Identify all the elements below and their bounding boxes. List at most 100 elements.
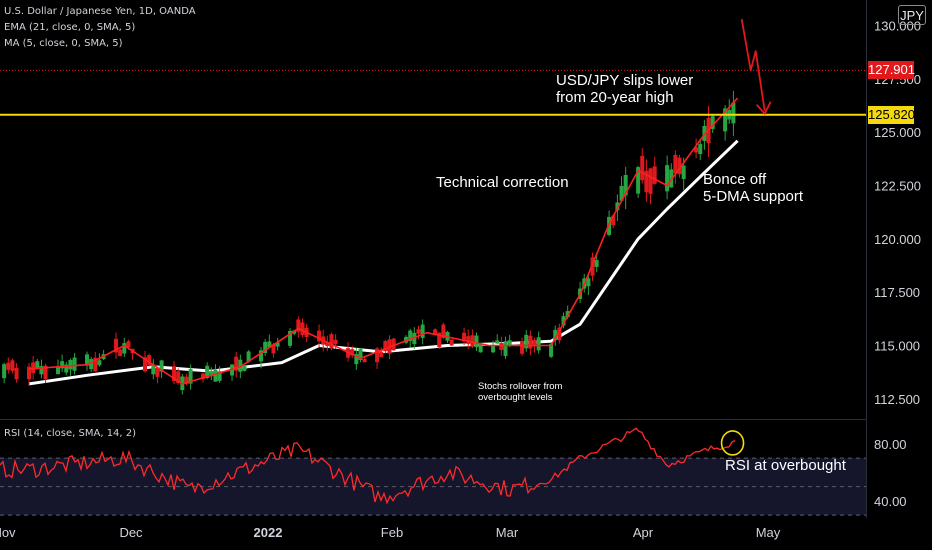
candle-body (723, 108, 728, 132)
candle-body (60, 361, 65, 369)
candle-body (520, 341, 525, 354)
candle-body (594, 260, 599, 267)
candle-body (213, 369, 218, 382)
candle-body (209, 371, 214, 377)
ema-21-line (28, 139, 739, 386)
legend-rsi[interactable]: RSI (14, close, SMA, 14, 2) (4, 428, 137, 439)
candle-body (85, 354, 90, 366)
candle-body (114, 338, 119, 353)
candle-body (263, 341, 268, 354)
candle-body (184, 376, 189, 384)
candle-body (710, 116, 715, 129)
candle-body (159, 360, 164, 372)
annotation-correction: Technical correction (436, 174, 569, 191)
time-tick-label: Mar (496, 525, 519, 540)
candle-body (391, 338, 396, 351)
candle-body (420, 324, 425, 338)
candle-body (126, 341, 131, 348)
forecast-arrow-head (756, 101, 772, 115)
candle-body (648, 168, 653, 194)
candle-body (358, 348, 363, 360)
annotation-bounce-line-2: 5-DMA support (703, 188, 804, 205)
candle-body (10, 360, 15, 371)
candle-body (466, 336, 471, 344)
candle-body (118, 349, 123, 357)
candle-body (462, 332, 467, 342)
annotation-slip: USD/JPY slips lower from 20-year high (556, 72, 693, 106)
price-tick-label: 115.000 (874, 338, 920, 353)
candle-body (503, 341, 508, 357)
time-tick-label: Dec (119, 525, 143, 540)
candle-body (292, 330, 297, 334)
candle-body (644, 170, 649, 193)
candle-body (528, 335, 533, 349)
candle-body (416, 329, 421, 334)
time-tick-label: Feb (381, 525, 403, 540)
candle-body (259, 350, 264, 362)
candle-body (354, 354, 359, 365)
candle-body (590, 257, 595, 276)
candle-body (317, 330, 322, 342)
candle-body (565, 311, 570, 318)
candle-body (586, 278, 591, 287)
candle-body (43, 365, 48, 380)
candle-body (665, 165, 670, 192)
forecast-arrow (740, 19, 772, 115)
candle-body (437, 332, 442, 348)
last-price-tag: 127.901 (868, 61, 915, 80)
candle-body (677, 157, 682, 175)
candle-body (325, 341, 330, 347)
candle-body (288, 330, 293, 346)
time-axis[interactable]: Nov Dec 2022 Feb Mar Apr May (0, 525, 781, 540)
candle-body (615, 202, 620, 211)
candle-body (242, 366, 247, 371)
candle-body (623, 174, 628, 196)
annotation-stochs: Stochs rollover from overbought levels (478, 381, 562, 403)
candle-body (532, 339, 537, 347)
candle-body (433, 329, 438, 335)
price-tick-label: 125.000 (874, 125, 921, 140)
candle-body (449, 339, 454, 346)
legend-ema[interactable]: EMA (21, close, 0, SMA, 5) (4, 22, 136, 33)
candle-body (379, 351, 384, 357)
price-tick-label: 130.000 (874, 19, 921, 34)
candle-body (176, 371, 181, 383)
candle-body (383, 340, 388, 352)
candle-body (238, 359, 243, 372)
candle-body (478, 343, 483, 353)
candle-body (271, 344, 276, 354)
candle-body (151, 364, 156, 375)
time-tick-label: Nov (0, 525, 16, 540)
rsi-highlight-circle (720, 430, 745, 456)
price-tick-label: 120.000 (874, 232, 921, 247)
candle-body (64, 364, 69, 373)
candle-body (147, 355, 152, 365)
candle-body (14, 367, 19, 380)
candle-body (267, 341, 272, 348)
candle-body (6, 362, 11, 370)
annotation-stochs-line-2: overbought levels (478, 392, 553, 403)
legend-ma[interactable]: MA (5, close, 0, SMA, 5) (4, 38, 123, 49)
candle-body (296, 319, 301, 332)
annotation-slip-line-1: USD/JPY slips lower (556, 72, 694, 89)
legend-symbol[interactable]: U.S. Dollar / Japanese Yen, 1D, OANDA (4, 6, 196, 17)
candle-body (188, 368, 193, 384)
time-tick-label: Apr (633, 525, 654, 540)
currency-selector[interactable]: JPY (898, 5, 926, 25)
candle-body (2, 364, 7, 379)
candle-body (329, 334, 334, 349)
candle-body (499, 343, 504, 350)
candle-body (89, 359, 94, 370)
candle-body (404, 336, 409, 343)
candle-body (470, 335, 475, 347)
candle-body (412, 332, 417, 345)
candle-body (549, 343, 554, 357)
candle-body (362, 358, 367, 363)
candle-body (474, 335, 479, 348)
candle-body (731, 102, 736, 124)
candle-body (495, 340, 500, 344)
candle-body (217, 371, 222, 381)
candle-body (375, 348, 380, 363)
candle-body (205, 365, 210, 378)
